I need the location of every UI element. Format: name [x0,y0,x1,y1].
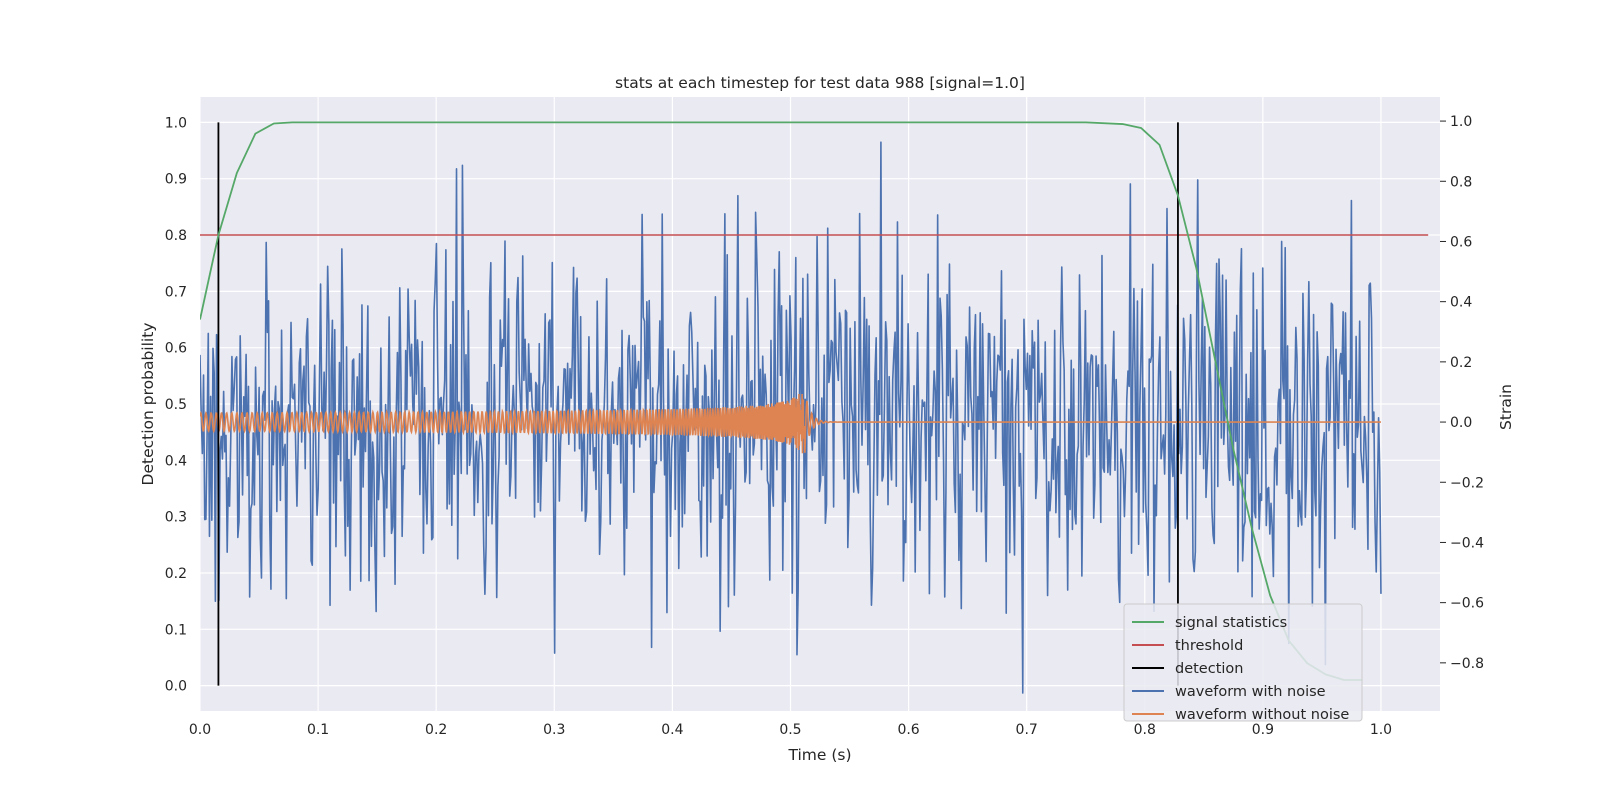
legend-box [1123,603,1363,722]
y-tick-label-left: 0.2 [165,566,187,582]
x-tick-label: 0.4 [661,722,683,738]
y-axis-right-title: Strain [1497,384,1515,430]
x-tick-label: 0.6 [897,722,919,738]
y-tick-label-left: 1.0 [165,115,187,131]
y-tick-label-left: 0.4 [165,453,187,469]
x-axis-title: Time (s) [787,746,851,764]
y-tick-label-left: 0.0 [165,679,187,695]
x-tick-label: 0.1 [307,722,329,738]
y-tick-label-right: −0.4 [1450,535,1484,551]
y-tick-label-left: 0.5 [165,397,187,413]
y-tick-label-left: 0.1 [165,622,187,638]
y-axis-left-title: Detection probability [139,323,157,486]
y-tick-label-left: 0.7 [165,284,187,300]
x-tick-label: 0.2 [425,722,447,738]
y-tick-label-left: 0.9 [165,172,187,188]
y-tick-label-right: −0.6 [1450,596,1484,612]
legend-label: waveform with noise [1175,684,1326,700]
x-tick-label: 0.8 [1134,722,1156,738]
x-tick-label: 1.0 [1370,722,1392,738]
y-ticks-right: −0.8 −0.6 −0.4 −0.2 0.0 0.2 0.4 0.6 0.8 1.0 [1440,114,1484,672]
legend-label: detection [1175,661,1243,677]
waveform-with-noise-line [200,141,1382,694]
y-tick-label-right: 0.6 [1450,234,1472,250]
y-tick-label-left: 0.8 [165,228,187,244]
y-tick-label-right: 0.4 [1450,295,1472,311]
y-tick-label-left: 0.3 [165,510,187,526]
waveform-without-noise-line [200,393,1381,454]
legend-label: signal statistics [1175,615,1287,631]
y-tick-label-right: −0.8 [1450,656,1484,672]
legend-label: waveform without noise [1175,707,1349,723]
x-tick-label: 0.7 [1016,722,1038,738]
x-tick-label: 0.9 [1252,722,1274,738]
y-tick-label-right: 0.2 [1450,355,1472,371]
x-tick-label: 0.0 [189,722,211,738]
y-tick-label-right: 0.8 [1450,174,1472,190]
y-tick-label-right: 1.0 [1450,114,1472,130]
y-ticks-left: 0.0 0.1 0.2 0.3 0.4 0.5 0.6 0.7 0.8 0.9 1.0 [165,115,187,694]
y-tick-label-left: 0.6 [165,341,187,357]
x-tick-label: 0.3 [543,722,565,738]
x-tick-label: 0.5 [779,722,801,738]
y-tick-label-right: 0.0 [1450,415,1472,431]
legend: signal statistics threshold detection wavef… [1123,603,1363,723]
x-ticks: 0.0 0.1 0.2 0.3 0.4 0.5 0.6 0.7 0.8 0.9 1.0 [189,722,1392,738]
chart-title: stats at each timestep for test data 988… [615,74,1025,92]
y-tick-label-right: −0.2 [1450,475,1484,491]
legend-label: threshold [1175,638,1243,654]
